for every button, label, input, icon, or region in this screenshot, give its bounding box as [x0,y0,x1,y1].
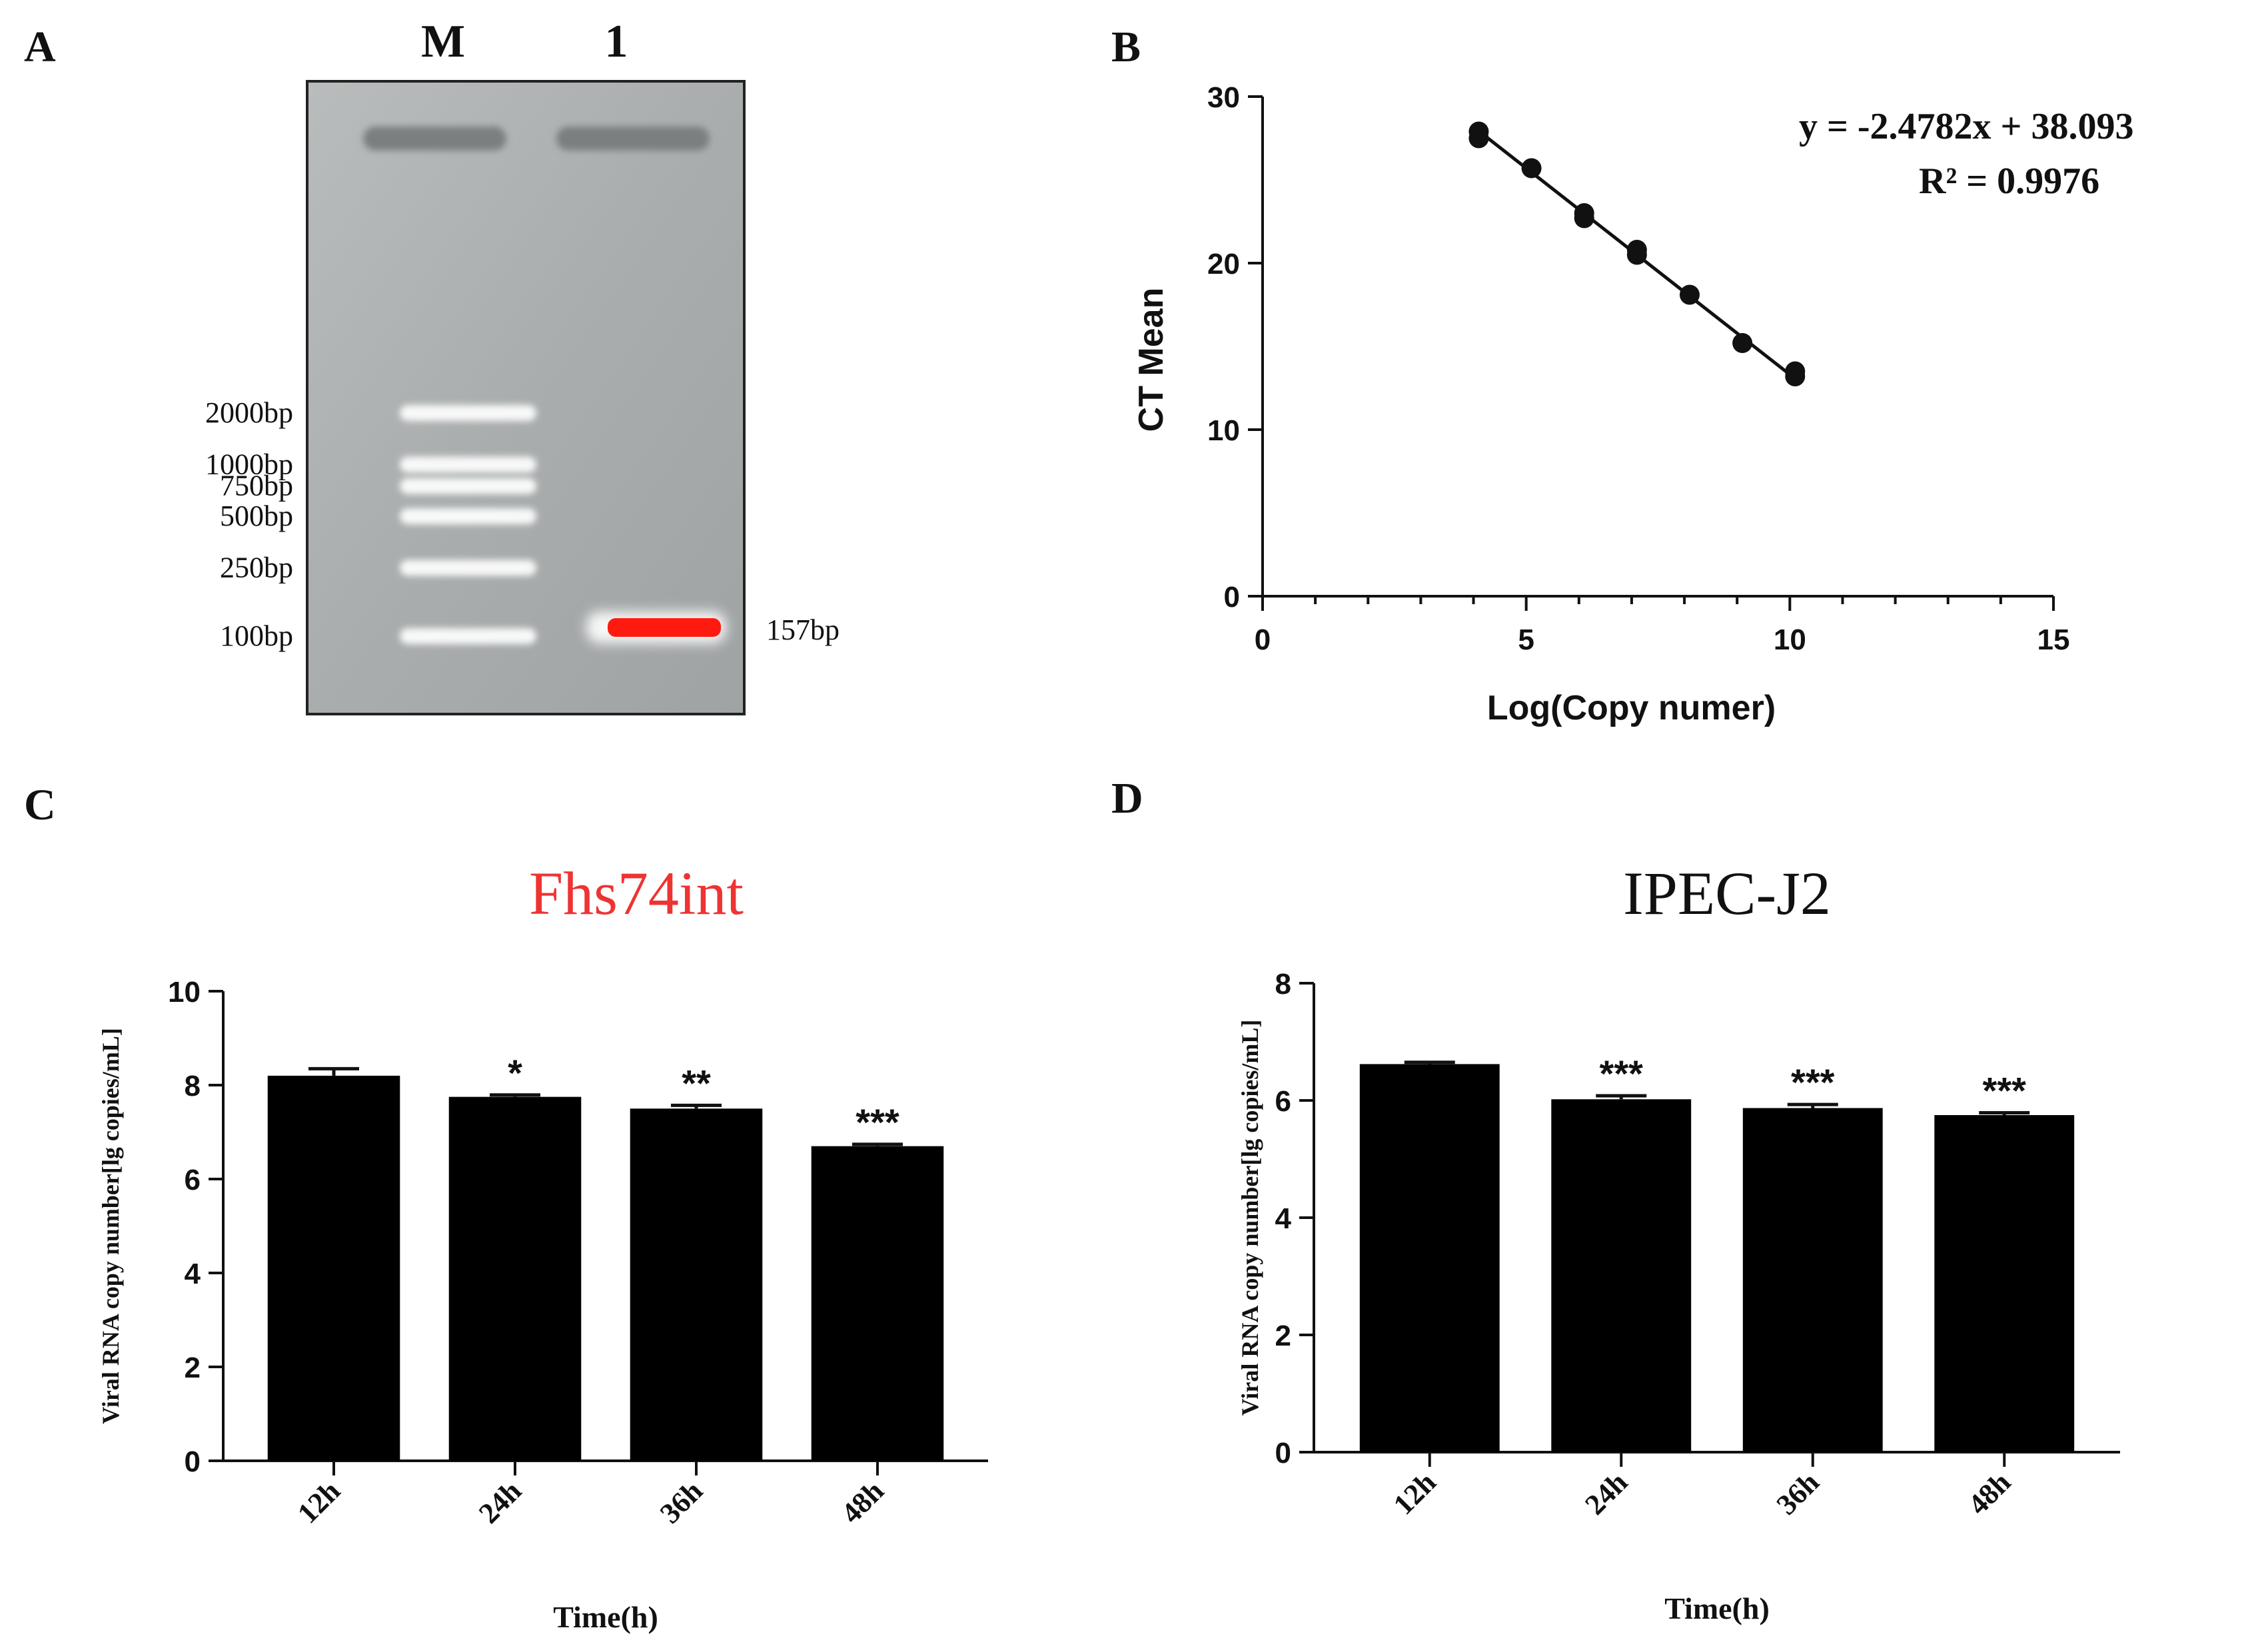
data-point [1679,284,1700,305]
y-tick-label: 2 [185,1352,201,1384]
marker-label: 1000bp [205,448,293,481]
marker-band [400,628,536,644]
bar [448,1096,582,1461]
x-tick-label: 24h [472,1474,528,1529]
y-tick-label: 10 [168,976,201,1009]
data-point [1468,128,1489,149]
y-tick-label: 2 [1275,1320,1291,1352]
data-point [1521,158,1542,179]
significance-mark: *** [1791,1061,1835,1103]
bar [1359,1064,1500,1452]
y-tick-label: 20 [1207,248,1240,280]
significance-mark: ** [682,1062,711,1104]
gel-well-1 [556,127,710,151]
gel-product-label: 157bp [766,614,840,646]
x-tick-label: 10 [1774,623,1806,656]
bar [1551,1099,1692,1452]
panel-label-a: A [24,23,56,71]
y-tick-label: 0 [1275,1437,1291,1469]
y-tick-label: 4 [1275,1202,1292,1235]
y-tick-label: 8 [185,1070,201,1102]
marker-bands [400,405,536,644]
data-point [1732,333,1753,353]
significance-mark: * [508,1052,522,1094]
gel-lane-label-1: 1 [605,16,628,67]
y-tick-label: 10 [1207,414,1240,447]
fit-equation: y = -2.4782x + 38.093 [1799,106,2133,147]
chart-title: IPEC-J2 [1623,859,1831,927]
gel-product-band [608,618,721,637]
x-tick-label: 15 [2037,623,2070,656]
chart-title: Fhs74int [529,859,744,927]
bar [1742,1108,1883,1452]
x-tick-label: 48h [1962,1465,2017,1521]
bar [1934,1115,2075,1452]
x-tick-label: 36h [654,1474,709,1529]
x-tick-label: 5 [1518,623,1534,656]
data-point [1626,244,1647,265]
significance-mark: *** [1600,1052,1644,1094]
marker-label: 250bp [220,552,293,584]
x-axis-title: Time(h) [553,1600,658,1634]
x-tick-label: 24h [1578,1465,1634,1521]
r-squared: R² = 0.9976 [1919,161,2099,202]
marker-band [400,405,536,421]
y-tick-label: 0 [185,1445,201,1478]
y-tick-label: 6 [185,1164,201,1196]
data-point [1785,366,1806,386]
x-axis-title: Time(h) [1664,1591,1770,1625]
panel-label-c: C [24,781,56,829]
ipec-j2-bar-chart: IPEC-J2 0 2 4 6 8 12h 24h *** 36h *** 48h *** Time(h)… [1237,859,2120,1625]
y-axis-title: Viral RNA copy number[lg copies/mL] [1237,1020,1263,1416]
marker-band [400,456,536,473]
significance-mark: *** [1983,1069,2027,1111]
bar [267,1075,400,1461]
y-tick-label: 6 [1275,1085,1291,1118]
panel-label-b: B [1111,23,1141,71]
marker-label: 750bp [220,470,293,502]
x-tick-label: 36h [1770,1465,1826,1521]
y-tick-label: 30 [1207,81,1240,114]
x-tick-label: 48h [835,1474,890,1529]
x-tick-label: 12h [1387,1465,1442,1521]
x-tick-label: 12h [291,1474,346,1529]
gel-well-m [363,127,506,151]
panel-label-d: D [1111,774,1143,823]
marker-label: 100bp [220,619,293,652]
gel-lane-label-m: M [421,16,465,67]
y-tick-label: 0 [1224,581,1240,614]
bar [630,1108,763,1461]
y-axis-title: CT Mean [1132,288,1171,432]
bar [811,1146,944,1461]
standard-curve-chart: 0 10 20 30 0 5 10 15 Log(Copy numer) CT Mean y = -… [1132,81,2133,727]
marker-band [400,508,536,525]
marker-label: 500bp [220,500,293,532]
gel-image [306,80,746,715]
marker-band [400,560,536,576]
fhs74int-bar-chart: Fhs74int 0 2 4 6 8 10 12h 24h * 36h ** 48h *** Time(h)… [97,859,988,1634]
data-point [1574,208,1594,228]
y-tick-label: 8 [1275,968,1291,1001]
significance-mark: *** [855,1101,899,1143]
y-tick-label: 4 [185,1258,201,1290]
x-tick-label: 0 [1255,623,1271,656]
marker-band [400,478,536,494]
x-axis-title: Log(Copy numer) [1487,689,1776,727]
marker-label: 2000bp [205,396,293,429]
y-axis-title: Viral RNA copy number[lg copies/mL] [97,1028,124,1424]
